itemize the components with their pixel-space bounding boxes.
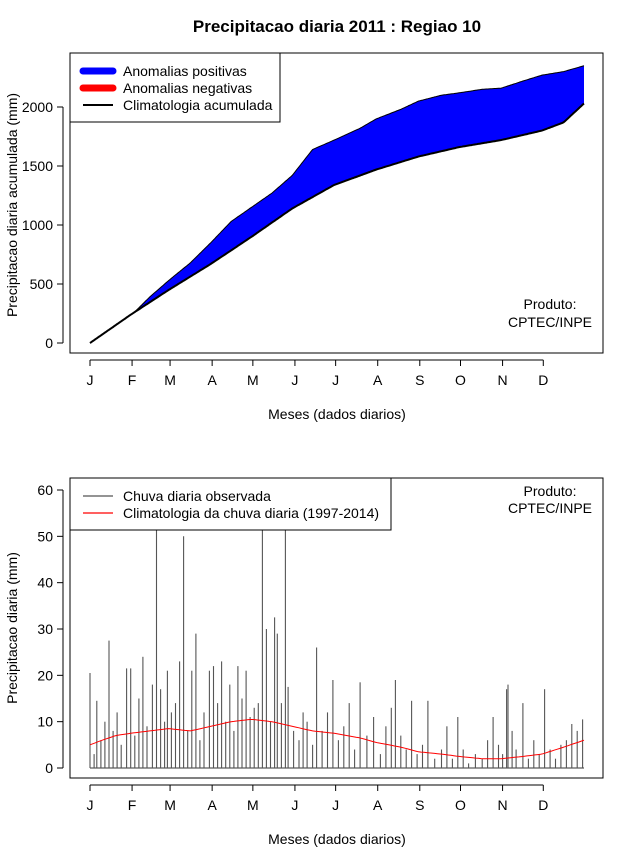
y-tick-label: 30 <box>37 621 53 637</box>
cumulative-plot-frame <box>69 52 604 354</box>
y-tick-label: 2000 <box>22 99 53 115</box>
x-tick-label: A <box>373 372 383 388</box>
x-tick-label: S <box>415 372 424 388</box>
positive-anomaly-area <box>90 65 584 343</box>
x-tick-label: O <box>455 797 466 813</box>
cumulative-y-label: Precipitacao diaria acumulada (mm) <box>4 93 20 317</box>
cumulative-note-line2: CPTEC/INPE <box>508 314 592 330</box>
y-tick-label: 60 <box>37 482 53 498</box>
x-tick-label: J <box>332 372 339 388</box>
daily-y-label: Precipitacao diaria (mm) <box>4 552 20 704</box>
x-tick-label: A <box>207 372 217 388</box>
y-tick-label: 0 <box>45 760 53 776</box>
x-tick-label: M <box>247 372 259 388</box>
cumulative-chart: 0 500 1000 1500 2000 J F M A M J J A S O N D Precipitac… <box>4 52 604 422</box>
x-tick-label: M <box>164 372 176 388</box>
y-tick-label: 1500 <box>22 158 53 174</box>
x-tick-label: O <box>455 372 466 388</box>
x-tick-label: J <box>87 372 94 388</box>
y-tick-label: 500 <box>30 276 54 292</box>
x-tick-label: A <box>207 797 217 813</box>
legend-label-observed: Chuva diaria observada <box>123 488 271 504</box>
x-tick-label: M <box>247 797 259 813</box>
daily-note-line1: Produto: <box>524 483 577 499</box>
x-tick-label: J <box>291 797 298 813</box>
y-tick-label: 0 <box>45 335 53 351</box>
climatology-cumulative-line <box>89 102 585 344</box>
x-tick-label: F <box>128 797 137 813</box>
cumulative-y-axis: 0 500 1000 1500 2000 <box>22 99 64 351</box>
daily-x-label: Meses (dados diarios) <box>268 831 406 847</box>
y-tick-label: 1000 <box>22 217 53 233</box>
legend-label-daily-climatology: Climatologia da chuva diaria (1997-2014) <box>123 505 379 521</box>
x-tick-label: A <box>373 797 383 813</box>
legend-label-negative: Anomalias negativas <box>123 80 252 96</box>
x-tick-label: D <box>538 372 548 388</box>
daily-climatology-line <box>89 719 585 760</box>
x-tick-label: N <box>498 372 508 388</box>
x-tick-label: S <box>415 797 424 813</box>
daily-legend-box <box>69 477 392 531</box>
daily-note-line2: CPTEC/INPE <box>508 500 592 516</box>
cumulative-note-line1: Produto: <box>524 296 577 312</box>
cumulative-x-label: Meses (dados diarios) <box>268 406 406 422</box>
legend-label-positive: Anomalias positivas <box>123 63 247 79</box>
x-tick-label: F <box>128 372 137 388</box>
y-tick-label: 20 <box>37 667 53 683</box>
x-tick-label: J <box>291 372 298 388</box>
daily-y-axis: 0 10 20 30 40 50 60 <box>37 482 64 776</box>
x-tick-label: J <box>87 797 94 813</box>
daily-series-layer <box>89 480 585 769</box>
observed-cumulative-line <box>89 65 585 344</box>
x-tick-label: J <box>332 797 339 813</box>
x-tick-label: M <box>164 797 176 813</box>
cumulative-legend: Anomalias positivas Anomalias negativas … <box>69 52 281 123</box>
cumulative-series-layer <box>89 65 585 344</box>
chart-title: Precipitacao diaria 2011 : Regiao 10 <box>193 17 481 36</box>
daily-legend: Chuva diaria observada Climatologia da c… <box>69 477 392 531</box>
legend-label-climatology: Climatologia acumulada <box>123 97 273 113</box>
y-tick-label: 50 <box>37 528 53 544</box>
x-tick-label: D <box>538 797 548 813</box>
y-tick-label: 40 <box>37 575 53 591</box>
y-tick-label: 10 <box>37 714 53 730</box>
daily-chart: 0 10 20 30 40 50 60 J F M A M J J A S O N D Precipitacao … <box>4 477 604 847</box>
x-tick-label: N <box>498 797 508 813</box>
